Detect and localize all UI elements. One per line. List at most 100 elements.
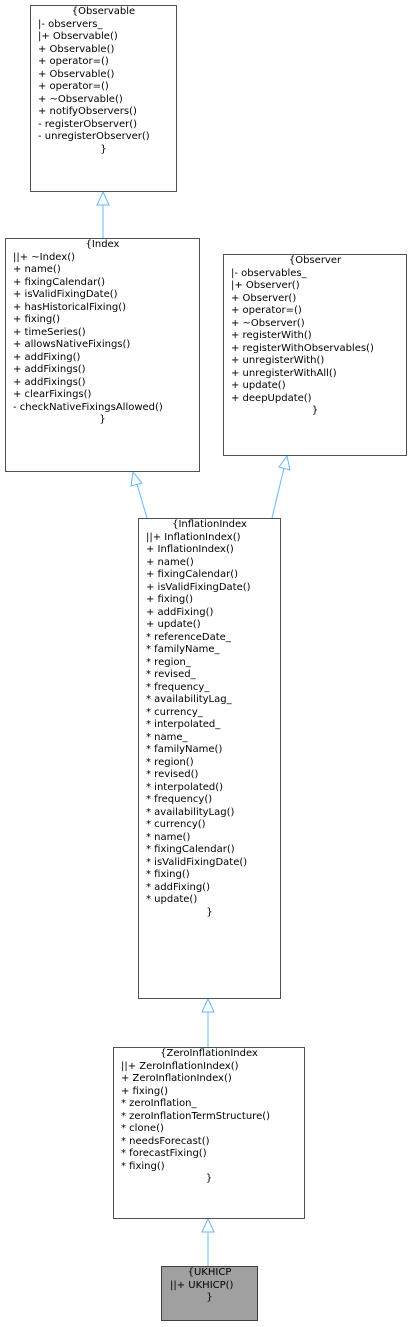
class-title: {InflationIndex xyxy=(172,519,247,530)
member: * fixing() xyxy=(146,869,190,880)
class-title: {UKHICP xyxy=(187,1267,232,1278)
closing-brace: } xyxy=(311,405,319,416)
member: * availabilityLag_ xyxy=(146,694,232,705)
closing-brace: } xyxy=(99,414,106,425)
closing-brace: } xyxy=(100,143,107,155)
member: * revised_ xyxy=(146,669,196,680)
member-list: ||+ ZeroInflationIndex() + ZeroInflation… xyxy=(114,1061,304,1174)
member: + unregisterWithAll() xyxy=(231,367,337,379)
member: * addFixing() xyxy=(146,881,210,893)
class-title: {Index xyxy=(85,239,120,250)
member: + fixingCalendar() xyxy=(13,276,106,288)
member: * fixingCalendar() xyxy=(146,844,235,855)
member: + notifyObservers() xyxy=(38,106,137,117)
member: + fixingCalendar() xyxy=(146,569,239,580)
class-index[interactable]: {Index ||+ ~Index() + name() + fixingCal… xyxy=(5,238,200,472)
arrowhead-inflation xyxy=(201,997,215,1013)
class-title: {ZeroInflationIndex xyxy=(160,1048,258,1059)
member: - registerObserver() xyxy=(38,118,138,130)
member: * currency() xyxy=(146,819,206,830)
class-ukhicp[interactable]: {UKHICP ||+ UKHICP() } xyxy=(161,1266,258,1321)
member: * zeroInflation_ xyxy=(121,1098,197,1109)
member: + isValidFixingDate() xyxy=(13,289,118,300)
member-list: ||+ ~Index() + name() + fixingCalendar()… xyxy=(6,252,199,415)
member: ||+ InflationIndex() xyxy=(146,531,241,543)
member: * currency_ xyxy=(146,706,203,718)
member: * familyName() xyxy=(146,744,223,755)
member: + name() xyxy=(13,264,61,275)
member: ||+ UKHICP() xyxy=(170,1279,234,1291)
member: * name_ xyxy=(146,731,188,743)
member: + ~Observer() xyxy=(231,317,305,329)
edge-inflation-index xyxy=(136,483,148,519)
member: * familyName_ xyxy=(146,644,220,655)
arrowhead-observer xyxy=(278,454,291,471)
member: + update() xyxy=(146,619,201,630)
class-observable[interactable]: {Observable |- observers_ |+ Observable(… xyxy=(30,5,177,192)
member-list: ||+ UKHICP() xyxy=(162,1280,257,1293)
member: ||+ ZeroInflationIndex() xyxy=(121,1060,239,1072)
closing-brace: } xyxy=(205,1173,213,1184)
member: + addFixings() xyxy=(13,376,86,388)
member: * revised() xyxy=(146,769,199,780)
class-zero-inflation-index[interactable]: {ZeroInflationIndex ||+ ZeroInflationInd… xyxy=(113,1047,305,1219)
member: + operator=() xyxy=(231,305,302,316)
member-list: |- observers_ |+ Observable() + Observab… xyxy=(31,19,176,144)
member: |+ Observer() xyxy=(231,280,300,291)
member: * fixing() xyxy=(121,1160,165,1172)
member: - checkNativeFixingsAllowed() xyxy=(13,401,163,413)
arrowhead-observable xyxy=(96,190,110,206)
member: + Observable() xyxy=(38,68,115,80)
member: + unregisterWith() xyxy=(231,355,325,366)
member: + fixing() xyxy=(13,314,61,325)
member: - unregisterObserver() xyxy=(38,131,150,142)
member: * frequency() xyxy=(146,794,213,805)
member: * update() xyxy=(146,894,198,905)
member: * frequency_ xyxy=(146,681,210,693)
member: ||+ ~Index() xyxy=(13,251,76,263)
member: * clone() xyxy=(121,1123,164,1134)
member: * forecastFixing() xyxy=(121,1148,207,1159)
member: + addFixing() xyxy=(146,606,214,618)
class-title: {Observer xyxy=(288,255,342,266)
member-list: |- observables_ |+ Observer() + Observer… xyxy=(224,268,406,406)
member: + registerWith() xyxy=(231,330,312,341)
member: * name() xyxy=(146,831,191,843)
member: * referenceDate_ xyxy=(146,631,231,643)
class-observer[interactable]: {Observer |- observables_ |+ Observer() … xyxy=(223,254,407,456)
arrowhead-index xyxy=(130,470,143,487)
member: * needsForecast() xyxy=(121,1135,210,1147)
member: + addFixing() xyxy=(13,351,81,363)
member: + isValidFixingDate() xyxy=(146,581,251,593)
class-inflation-index[interactable]: {InflationIndex ||+ InflationIndex() + I… xyxy=(138,518,281,999)
member: |- observers_ xyxy=(38,18,103,30)
member: |+ Observable() xyxy=(38,31,118,42)
member: * zeroInflationTermStructure() xyxy=(121,1110,271,1122)
member: * interpolated_ xyxy=(146,719,221,730)
member: + ~Observable() xyxy=(38,93,123,105)
member: + deepUpdate() xyxy=(231,392,312,404)
class-title: {Observable xyxy=(71,6,136,17)
member: + hasHistoricalFixing() xyxy=(13,301,127,313)
member: + Observable() xyxy=(38,43,115,55)
member: |- observables_ xyxy=(231,267,307,279)
member-list: ||+ InflationIndex() + InflationIndex() … xyxy=(139,532,280,907)
member: + fixing() xyxy=(146,594,194,605)
member: + fixing() xyxy=(121,1085,169,1097)
member: * region_ xyxy=(146,656,191,668)
member: + ZeroInflationIndex() xyxy=(121,1073,232,1084)
closing-brace: } xyxy=(206,906,213,918)
member: + update() xyxy=(231,380,286,391)
member: + timeSeries() xyxy=(13,326,86,338)
closing-brace: } xyxy=(206,1292,213,1303)
arrowhead-zero xyxy=(201,1217,215,1233)
member: + clearFixings() xyxy=(13,389,92,400)
edge-inflation-observer xyxy=(271,467,285,519)
member: + name() xyxy=(146,556,194,568)
member: * isValidFixingDate() xyxy=(146,856,248,868)
member: * interpolated() xyxy=(146,781,224,793)
member: * region() xyxy=(146,756,194,768)
member: * availabilityLag() xyxy=(146,806,235,818)
member: + operator=() xyxy=(38,56,109,67)
